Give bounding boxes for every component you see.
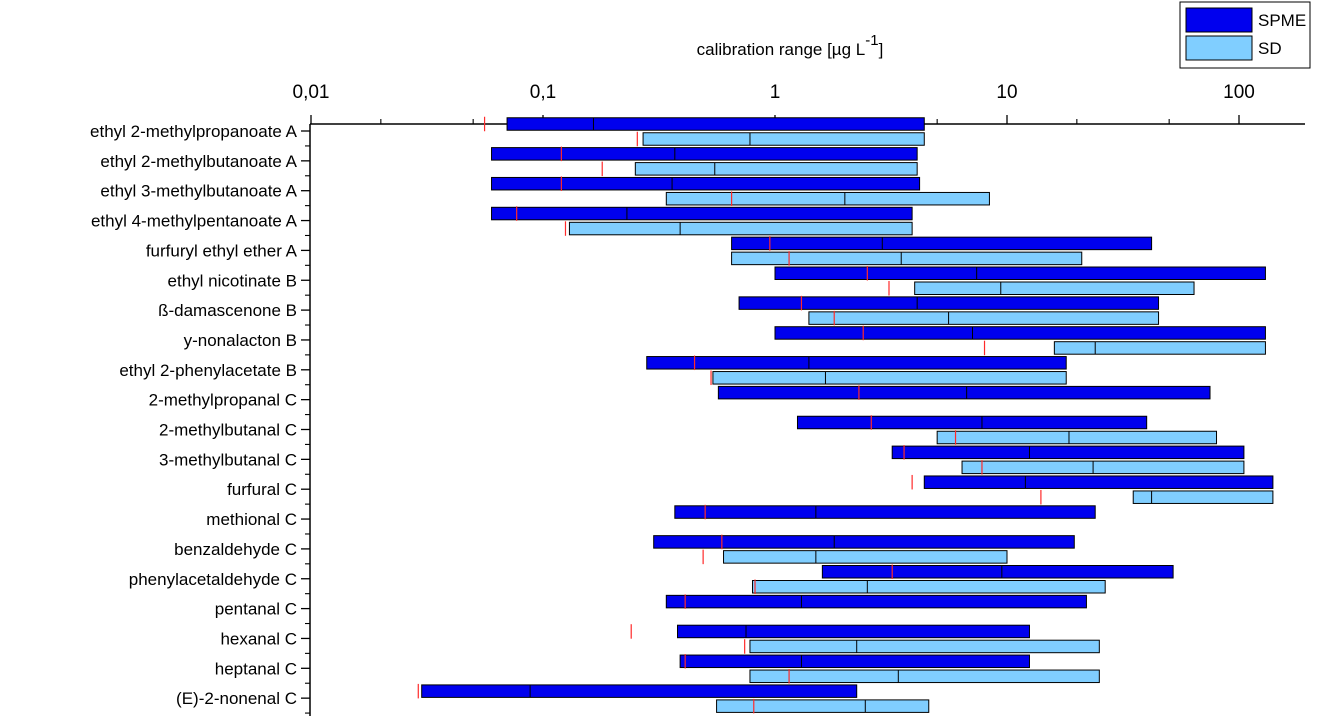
sd-bar bbox=[716, 699, 930, 713]
spme-bar bbox=[923, 475, 1274, 489]
spme-bar bbox=[491, 147, 918, 161]
bars bbox=[417, 116, 1274, 714]
legend-swatch bbox=[1185, 35, 1253, 61]
spme-bar bbox=[738, 296, 1160, 310]
spme-bar bbox=[421, 684, 858, 698]
category-label: methional C bbox=[206, 510, 297, 529]
category-axis: ethyl 2-methylpropanoate A ethyl 2-methyl… bbox=[90, 122, 311, 716]
spme-bar bbox=[674, 505, 1096, 519]
category-label: benzaldehyde C bbox=[174, 540, 297, 559]
x-tick-label: 100 bbox=[1223, 82, 1255, 103]
spme-bar bbox=[796, 415, 1148, 430]
category-label: hexanal C bbox=[220, 629, 297, 648]
legend: SPME SD bbox=[1179, 1, 1311, 69]
category-label: furfuryl ethyl ether A bbox=[146, 241, 298, 260]
x-axis-title-superscript: -1 bbox=[865, 32, 878, 49]
category-label: y-nonalacton B bbox=[184, 331, 297, 350]
sd-bar bbox=[568, 221, 913, 236]
x-axis-title-main: calibration range [µg L bbox=[697, 40, 866, 59]
sd-bar bbox=[749, 669, 1100, 684]
x-tick-label: 0,01 bbox=[293, 82, 330, 103]
x-axis-title-suffix: ] bbox=[879, 40, 884, 59]
spme-bar bbox=[717, 385, 1211, 400]
spme-bar bbox=[774, 266, 1266, 280]
spme-bar bbox=[677, 624, 1030, 639]
legend-swatch bbox=[1185, 7, 1253, 33]
category-label: phenylacetaldehyde C bbox=[129, 570, 297, 589]
spme-bar bbox=[679, 654, 1030, 669]
sd-bar bbox=[752, 580, 1106, 594]
sd-bar bbox=[1053, 341, 1266, 355]
legend-label: SPME bbox=[1258, 11, 1306, 30]
x-tick-label: 1 bbox=[770, 82, 781, 103]
category-label: ethyl nicotinate B bbox=[168, 271, 297, 290]
sd-bar bbox=[634, 162, 918, 176]
category-label: ethyl 2-methylbutanoate A bbox=[100, 152, 297, 171]
spme-bar bbox=[665, 594, 1087, 609]
category-label: 2-methylbutanal C bbox=[159, 421, 297, 440]
x-tick-label: 10 bbox=[996, 82, 1017, 103]
x-axis-title: calibration range [µg L-1] bbox=[697, 32, 884, 59]
category-label: ethyl 2-methylpropanoate A bbox=[90, 122, 298, 141]
sd-bar bbox=[731, 251, 1083, 266]
spme-bar bbox=[731, 236, 1153, 251]
spme-bar bbox=[646, 356, 1067, 370]
category-label: 3-methylbutanal C bbox=[159, 450, 297, 469]
category-label: furfural C bbox=[227, 480, 297, 499]
sd-bar bbox=[1132, 490, 1274, 504]
category-label: ethyl 3-methylbutanoate A bbox=[100, 182, 297, 201]
spme-bar bbox=[821, 565, 1174, 579]
category-label: pentanal C bbox=[215, 600, 297, 619]
category-label: (E)-2-nonenal C bbox=[176, 689, 297, 708]
spme-bar bbox=[653, 535, 1075, 549]
spme-bar bbox=[491, 206, 913, 221]
spme-bar bbox=[491, 176, 921, 191]
sd-bar bbox=[712, 371, 1067, 385]
sd-bar bbox=[936, 430, 1218, 445]
spme-bar bbox=[506, 117, 925, 131]
x-tick-label: 0,1 bbox=[530, 82, 556, 103]
sd-bar bbox=[808, 311, 1160, 325]
legend-label: SD bbox=[1258, 39, 1282, 58]
spme-bar bbox=[774, 326, 1266, 340]
category-label: ethyl 2-phenylacetate B bbox=[119, 361, 297, 380]
category-label: 2-methylpropanal C bbox=[149, 391, 297, 410]
sd-bar bbox=[914, 281, 1195, 295]
sd-bar bbox=[749, 639, 1100, 654]
sd-bar bbox=[961, 460, 1245, 475]
sd-bar bbox=[723, 550, 1008, 564]
category-label: heptanal C bbox=[215, 659, 297, 678]
spme-bar bbox=[891, 445, 1245, 460]
category-label: ß-damascenone B bbox=[158, 301, 297, 320]
category-label: ethyl 4-methylpentanoate A bbox=[91, 212, 298, 231]
x-axis-title-text: calibration range [µg L-1] bbox=[697, 32, 884, 59]
sd-bar bbox=[642, 132, 925, 146]
sd-bar bbox=[665, 191, 990, 206]
